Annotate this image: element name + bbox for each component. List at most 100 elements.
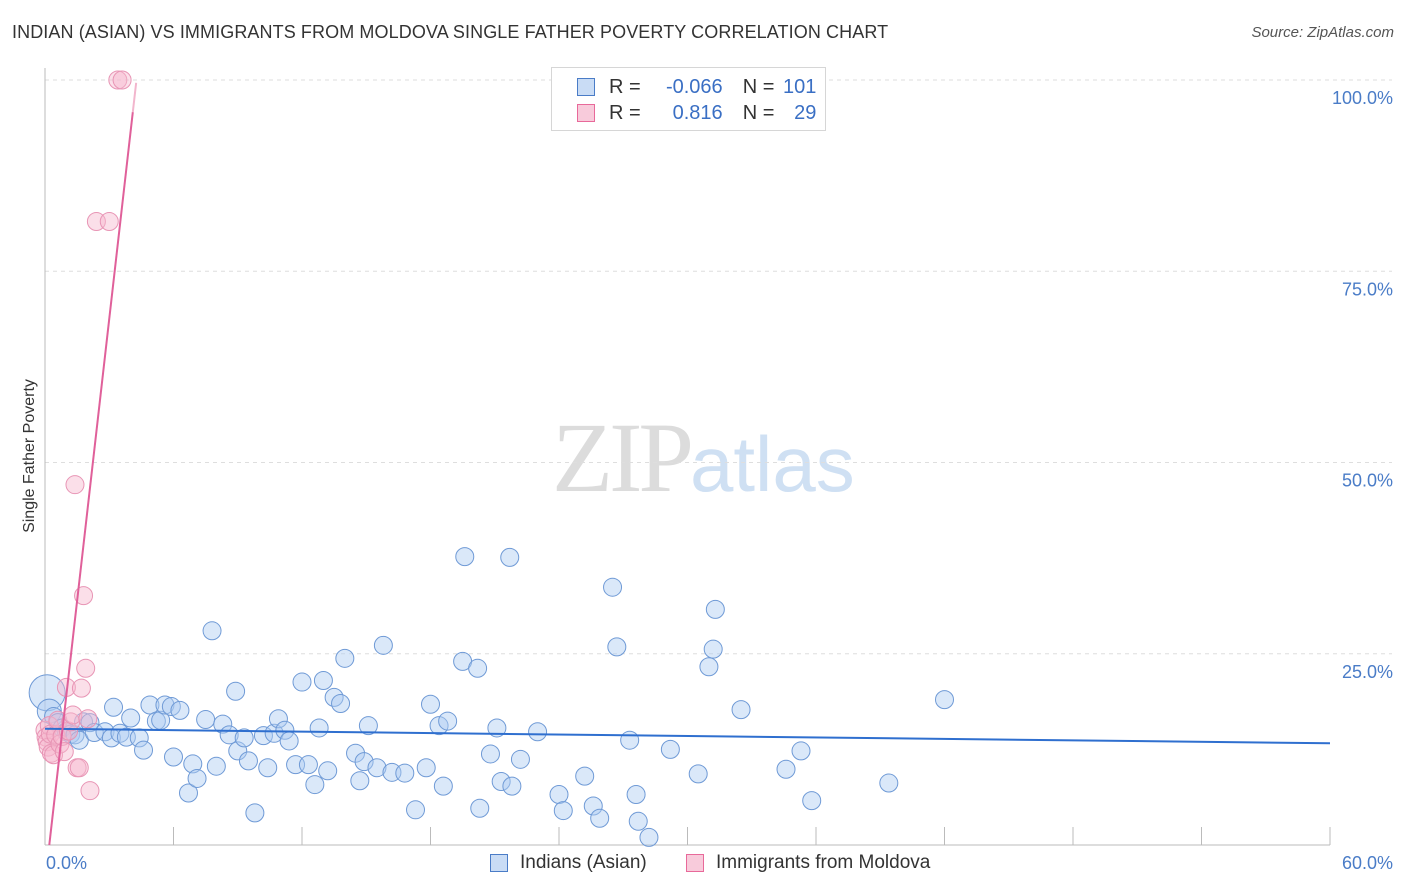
legend-item-moldova[interactable]: Immigrants from Moldova <box>686 852 930 874</box>
point-indians <box>279 731 299 751</box>
point-indians <box>202 621 222 641</box>
point-indians <box>639 827 659 847</box>
point-indians <box>491 772 511 792</box>
n-label: N = <box>742 101 775 124</box>
point-indians <box>470 798 490 818</box>
point-moldova <box>80 781 100 801</box>
point-indians <box>553 801 573 821</box>
point-indians <box>703 639 723 659</box>
r-value: -0.066 <box>665 75 723 98</box>
point-indians <box>226 681 246 701</box>
point-moldova <box>76 658 96 678</box>
trend-line-indians <box>44 727 1331 745</box>
point-indians <box>292 672 312 692</box>
point-indians <box>705 599 725 619</box>
legend-swatch-pink <box>686 854 704 872</box>
point-indians <box>238 751 258 771</box>
point-indians <box>433 776 453 796</box>
watermark-zip: ZIP <box>552 402 694 513</box>
watermark: ZIPatlas <box>552 400 855 515</box>
point-indians <box>583 796 603 816</box>
point-indians <box>196 710 216 730</box>
y-axis-label: Single Father Poverty <box>21 379 38 533</box>
point-indians <box>318 761 338 781</box>
r-label: R = <box>609 75 641 98</box>
point-indians <box>502 776 522 796</box>
point-indians <box>455 547 475 567</box>
point-indians <box>275 720 295 740</box>
legend-label-indians: Indians (Asian) <box>520 852 647 873</box>
point-indians <box>258 758 278 778</box>
point-indians <box>510 749 530 769</box>
point-indians <box>626 785 646 805</box>
point-indians <box>121 708 141 728</box>
chart-title: INDIAN (ASIAN) VS IMMIGRANTS FROM MOLDOV… <box>12 22 889 42</box>
point-moldova <box>99 212 119 232</box>
point-indians <box>802 791 822 811</box>
point-indians <box>575 766 595 786</box>
point-indians <box>395 763 415 783</box>
point-indians <box>104 697 124 717</box>
stats-legend: R = -0.066 N = 101 R = 0.816 N = 29 <box>551 67 826 131</box>
point-indians <box>178 783 198 803</box>
point-indians <box>335 648 355 668</box>
watermark-atlas: atlas <box>690 420 855 508</box>
point-indians <box>480 744 500 764</box>
stats-row-moldova: R = 0.816 N = 29 <box>552 100 816 126</box>
point-indians <box>688 764 708 784</box>
point-indians <box>170 700 190 720</box>
point-indians <box>879 773 899 793</box>
point-indians <box>699 657 719 677</box>
point-indians <box>331 693 351 713</box>
point-indians <box>528 722 548 742</box>
legend-item-indians[interactable]: Indians (Asian) <box>490 852 647 874</box>
point-indians <box>183 754 203 774</box>
trend-line-extension <box>131 82 138 113</box>
legend-label-moldova: Immigrants from Moldova <box>716 852 931 873</box>
point-indians <box>590 808 610 828</box>
n-label: N = <box>742 75 775 98</box>
point-indians <box>731 700 751 720</box>
point-indians <box>305 775 325 795</box>
point-indians <box>350 771 370 791</box>
point-indians <box>367 758 387 778</box>
point-indians <box>298 755 318 775</box>
point-indians <box>603 577 623 597</box>
point-moldova <box>71 678 91 698</box>
stats-row-indians: R = -0.066 N = 101 <box>552 74 816 100</box>
point-indians <box>620 730 640 750</box>
point-indians <box>421 694 440 714</box>
point-indians <box>155 695 175 715</box>
legend-swatch-blue <box>490 854 508 872</box>
point-indians <box>406 800 426 820</box>
point-indians <box>264 723 284 743</box>
legend-swatch-pink <box>577 104 595 122</box>
point-moldova <box>69 758 89 778</box>
x-tick-label: 0.0% <box>46 853 87 873</box>
point-indians <box>354 752 374 772</box>
x-tick-label: 60.0% <box>1342 853 1393 873</box>
point-indians <box>309 718 329 738</box>
n-value: 101 <box>783 75 817 98</box>
source-label: Source: ZipAtlas.com <box>1251 24 1394 41</box>
y-tick-label: 75.0% <box>1342 279 1393 299</box>
point-indians <box>468 658 488 678</box>
point-indians <box>607 637 627 657</box>
point-moldova <box>78 709 98 729</box>
point-indians <box>358 716 378 736</box>
point-indians <box>487 718 507 738</box>
point-indians <box>313 671 333 691</box>
point-indians <box>164 747 183 767</box>
point-moldova <box>65 475 85 495</box>
point-indians <box>213 714 233 734</box>
point-indians <box>234 728 254 748</box>
point-indians <box>628 811 648 831</box>
n-value: 29 <box>794 101 817 124</box>
point-indians <box>187 768 207 788</box>
r-value: 0.816 <box>672 101 723 124</box>
y-tick-label: 25.0% <box>1342 662 1393 682</box>
trend-line-moldova <box>48 112 134 846</box>
point-indians <box>438 711 458 731</box>
legend-swatch-blue <box>577 78 595 96</box>
